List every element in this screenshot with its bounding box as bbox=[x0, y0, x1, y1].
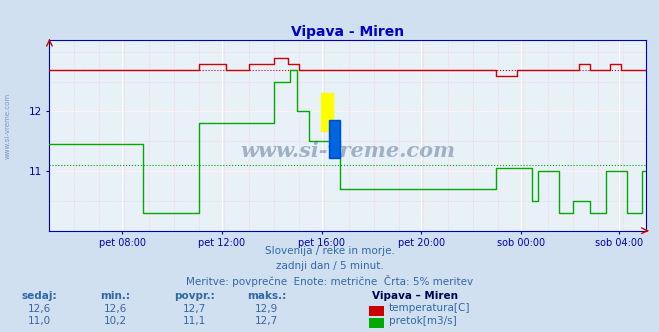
Text: 11,0: 11,0 bbox=[28, 316, 51, 326]
Title: Vipava - Miren: Vipava - Miren bbox=[291, 25, 404, 39]
Text: www.si-vreme.com: www.si-vreme.com bbox=[240, 140, 455, 161]
Text: 12,6: 12,6 bbox=[28, 304, 51, 314]
Polygon shape bbox=[321, 93, 333, 131]
Text: Vipava – Miren: Vipava – Miren bbox=[372, 291, 459, 301]
Text: temperatura[C]: temperatura[C] bbox=[389, 303, 471, 313]
Text: 12,9: 12,9 bbox=[255, 304, 279, 314]
Text: zadnji dan / 5 minut.: zadnji dan / 5 minut. bbox=[275, 261, 384, 271]
Text: 10,2: 10,2 bbox=[103, 316, 127, 326]
Text: maks.:: maks.: bbox=[247, 291, 287, 301]
Text: Slovenija / reke in morje.: Slovenija / reke in morje. bbox=[264, 246, 395, 256]
Text: 12,7: 12,7 bbox=[183, 304, 206, 314]
Text: pretok[m3/s]: pretok[m3/s] bbox=[389, 316, 457, 326]
Text: Meritve: povprečne  Enote: metrične  Črta: 5% meritev: Meritve: povprečne Enote: metrične Črta:… bbox=[186, 275, 473, 287]
Text: min.:: min.: bbox=[100, 291, 130, 301]
Text: 12,6: 12,6 bbox=[103, 304, 127, 314]
Text: povpr.:: povpr.: bbox=[174, 291, 215, 301]
Polygon shape bbox=[329, 120, 341, 158]
Text: sedaj:: sedaj: bbox=[22, 291, 57, 301]
Polygon shape bbox=[329, 120, 341, 158]
Text: 11,1: 11,1 bbox=[183, 316, 206, 326]
Text: www.si-vreme.com: www.si-vreme.com bbox=[5, 93, 11, 159]
Text: 12,7: 12,7 bbox=[255, 316, 279, 326]
